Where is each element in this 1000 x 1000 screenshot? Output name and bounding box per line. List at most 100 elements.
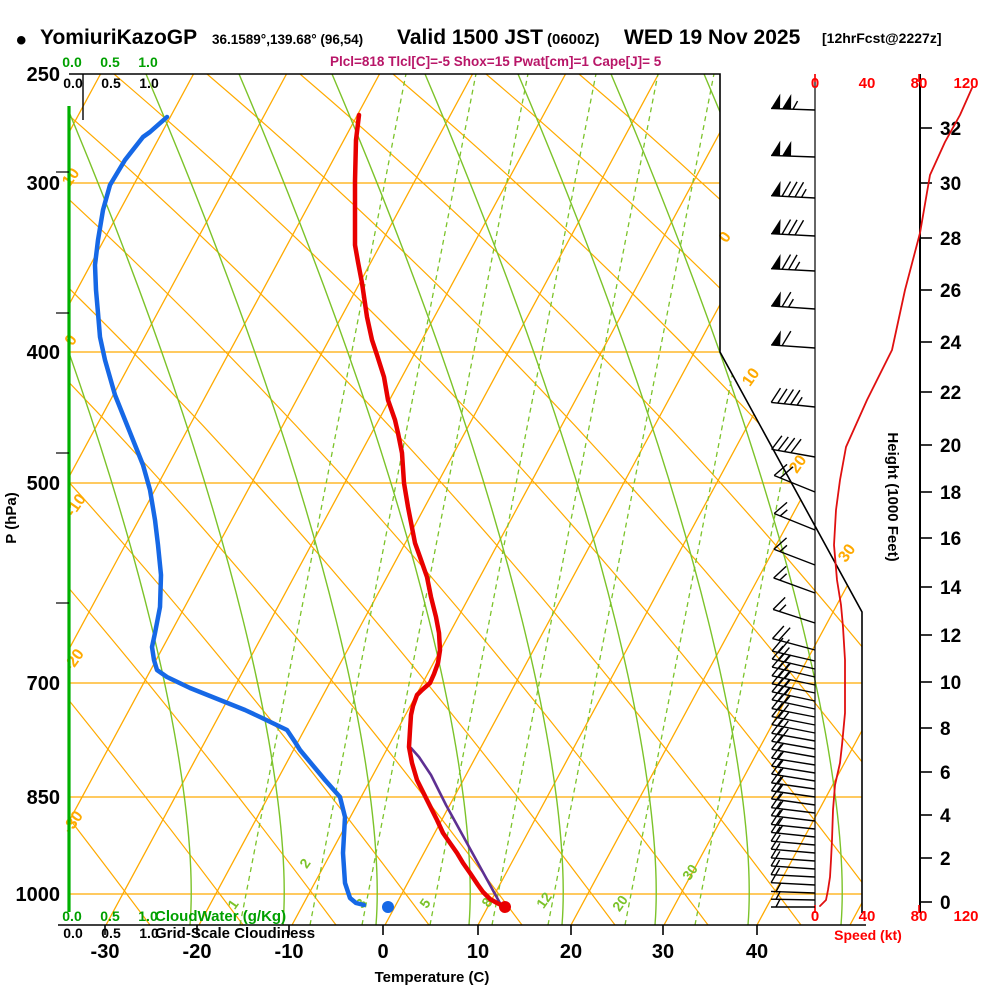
isotherm-label: 30 xyxy=(835,541,859,565)
temperature-curve xyxy=(352,112,506,909)
wind-barb xyxy=(770,751,816,774)
wind-barb xyxy=(773,463,816,493)
dry-adiabat xyxy=(485,74,862,925)
stability-indices: Plcl=818 Tlcl[C]=-5 Shox=15 Pwat[cm]=1 C… xyxy=(330,54,662,69)
pressure-tick: 400 xyxy=(27,342,60,364)
wind-barb xyxy=(771,330,816,349)
wind-barb xyxy=(771,719,816,742)
cloudiness-axis-title: Grid-Scale Cloudiness xyxy=(155,925,315,942)
speed-tick-bottom: 0 xyxy=(811,908,819,925)
wind-barb xyxy=(770,850,816,870)
isotherm-label: -30 xyxy=(60,808,87,837)
moist-adiabat xyxy=(331,74,564,925)
wind-barb xyxy=(771,93,816,111)
pressure-tick: 500 xyxy=(27,473,60,495)
temperature-tick: -20 xyxy=(183,941,212,963)
height-tick: 2 xyxy=(940,849,951,870)
station-name: YomiuriKazoGP xyxy=(40,26,198,49)
pressure-tick: 850 xyxy=(27,787,60,809)
cloudiness-scale-top: 0.5 xyxy=(101,75,121,91)
cloudwater-scale-top: 1.0 xyxy=(138,54,158,70)
wind-barb xyxy=(771,702,816,726)
height-tick: 10 xyxy=(940,673,961,694)
dry-adiabat xyxy=(69,74,430,925)
height-tick: 12 xyxy=(940,626,961,647)
temperature-tick: 20 xyxy=(560,941,582,963)
moist-adiabat xyxy=(145,74,378,925)
height-tick: 14 xyxy=(940,578,962,599)
pressure-tick: 700 xyxy=(27,673,60,695)
mixing-ratio-label: 12 xyxy=(533,889,555,911)
wind-barb xyxy=(770,859,816,878)
wind-barb xyxy=(771,254,816,272)
wind-barb xyxy=(771,219,816,237)
wind-barb xyxy=(770,801,816,822)
wind-barb xyxy=(771,291,816,310)
wind-barb xyxy=(770,890,816,901)
cloudiness-scale-bottom: 0.5 xyxy=(101,925,121,941)
mixing-ratio-label: 30 xyxy=(679,861,701,883)
cloudiness-scale-top: 1.0 xyxy=(139,75,159,91)
isotherm-label: 0 xyxy=(62,332,81,349)
speed-tick-top: 120 xyxy=(953,75,978,92)
wind-barbs xyxy=(770,93,816,908)
speed-tick-top: 40 xyxy=(859,75,876,92)
height-tick: 22 xyxy=(940,383,961,404)
height-tick: 32 xyxy=(940,119,961,140)
dry-adiabat xyxy=(69,74,244,925)
wind-barb xyxy=(771,140,816,158)
valid-date: WED 19 Nov 2025 xyxy=(624,26,801,49)
wind-barb xyxy=(771,883,816,894)
surface-dewpoint-dot xyxy=(382,901,394,913)
isotherm-label: 0 xyxy=(716,229,735,246)
wind-barb xyxy=(771,735,816,758)
height-axis-title: Height (1000 Feet) xyxy=(884,432,901,561)
speed-tick-top: 80 xyxy=(911,75,928,92)
wind-barb xyxy=(771,710,816,734)
speed-axis-title: Speed (kt) xyxy=(834,927,902,943)
wind-barb xyxy=(773,565,816,594)
cloudiness-scale-bottom: 0.0 xyxy=(63,925,83,941)
isotherm-label: -10 xyxy=(63,491,90,520)
wind-barb xyxy=(771,686,816,710)
height-tick: 30 xyxy=(940,174,961,195)
dry-adiabat xyxy=(69,74,616,925)
temperature-tick: 10 xyxy=(467,941,489,963)
speed-tick-top: 0 xyxy=(811,75,819,92)
cloudwater-scale-bottom: 0.5 xyxy=(100,908,120,924)
wind-barb xyxy=(770,793,816,814)
wind-barb xyxy=(770,834,816,854)
isotherm-label: 10 xyxy=(59,165,83,189)
pressure-tick: 250 xyxy=(27,64,60,86)
pressure-axis-title: P (hPa) xyxy=(3,492,20,543)
wind-speed-curve xyxy=(819,87,973,907)
dry-adiabat xyxy=(206,74,862,925)
valid-time: Valid 1500 JST xyxy=(397,26,543,49)
height-tick: 8 xyxy=(940,719,951,740)
plot-frame xyxy=(56,73,932,935)
wind-barb xyxy=(771,662,816,686)
height-tick: 26 xyxy=(940,281,961,302)
wind-barb xyxy=(771,670,816,694)
isotherm-label: 10 xyxy=(739,365,763,389)
temperature-tick: -30 xyxy=(91,941,120,963)
temperature-axis-title: Temperature (C) xyxy=(375,969,490,986)
speed-tick-bottom: 40 xyxy=(859,908,876,925)
wind-barb xyxy=(771,678,816,702)
wind-barb xyxy=(770,817,816,838)
wind-barb xyxy=(773,537,816,566)
wind-barb xyxy=(770,867,816,886)
wind-barb xyxy=(771,181,816,199)
speed-tick-bottom: 80 xyxy=(911,908,928,925)
wind-barb xyxy=(773,501,816,531)
temperature-tick: 40 xyxy=(746,941,768,963)
parcel-path-curve xyxy=(409,746,503,907)
dry-adiabat xyxy=(69,74,337,925)
cloudwater-scale-top: 0.5 xyxy=(100,54,120,70)
wind-barb xyxy=(771,694,816,718)
height-tick: 0 xyxy=(940,893,951,914)
height-tick: 24 xyxy=(940,333,962,354)
